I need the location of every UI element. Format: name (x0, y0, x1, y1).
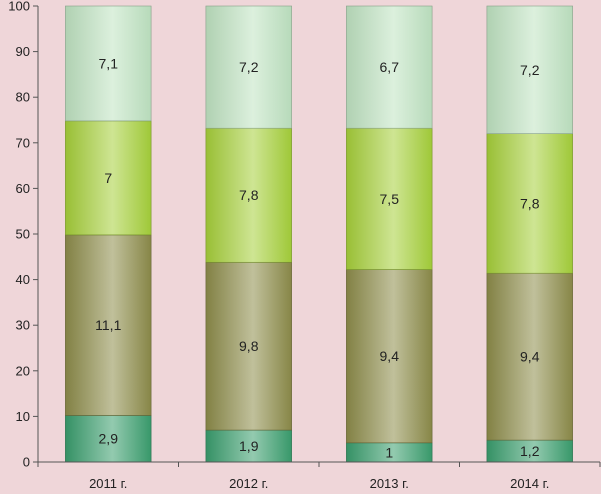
bar-segment (346, 5, 433, 129)
data-label: 7,1 (99, 55, 119, 71)
bar-segment (65, 5, 152, 122)
data-label: 6,7 (380, 59, 400, 75)
bar-segment (486, 5, 573, 134)
y-tick-label: 10 (16, 409, 30, 424)
data-label: 9,8 (239, 338, 259, 354)
y-tick-label: 60 (16, 181, 30, 196)
y-tick-label: 70 (16, 135, 30, 150)
data-labels: 2,9 11,1 7 7,1 1,9 9,8 7,8 7,2 1 9,4 7,5 6,7 1,2 9,4 7… (95, 55, 540, 460)
y-tick-label: 80 (16, 90, 30, 105)
x-tick-label: 2012 г. (229, 476, 268, 491)
y-tick-label: 40 (16, 272, 30, 287)
bar-segment (205, 127, 292, 263)
data-label: 1,2 (520, 443, 540, 459)
y-axis-ticks: 0 10 20 30 40 50 60 70 80 90 100 (8, 0, 38, 470)
bar-segment (346, 269, 433, 444)
data-label: 7,2 (239, 59, 259, 75)
bar-segment (205, 261, 292, 431)
data-label: 11,1 (95, 317, 121, 333)
bar-segment (65, 234, 152, 416)
data-label: 1 (385, 444, 393, 460)
data-label: 7,8 (520, 195, 540, 211)
y-tick-label: 30 (16, 318, 30, 333)
data-label: 7 (104, 170, 112, 186)
x-tick-label: 2011 г. (89, 476, 127, 491)
data-label: 7,5 (380, 191, 400, 207)
x-tick-label: 2014 г. (510, 476, 549, 491)
x-axis-ticks: 2011 г. 2012 г. 2013 г. 2014 г. (37, 462, 601, 491)
bar-segment (65, 120, 152, 236)
bar-segment (486, 133, 573, 274)
data-label: 9,4 (380, 348, 400, 364)
y-tick-label: 100 (8, 0, 30, 14)
data-label: 7,8 (239, 187, 259, 203)
x-tick-label: 2013 г. (370, 476, 409, 491)
y-tick-label: 90 (16, 44, 30, 59)
y-tick-label: 0 (23, 455, 30, 470)
data-label: 2,9 (99, 431, 119, 447)
bar-segment (346, 127, 433, 270)
y-tick-label: 20 (16, 363, 30, 378)
bar-segment (205, 429, 292, 463)
y-tick-label: 50 (16, 227, 30, 242)
bar-segment (205, 5, 292, 129)
data-label: 1,9 (239, 438, 259, 454)
data-label: 7,2 (520, 62, 540, 78)
bars (65, 5, 573, 463)
data-label: 9,4 (520, 349, 540, 365)
bar-segment (65, 415, 152, 463)
bar-segment (486, 272, 573, 441)
